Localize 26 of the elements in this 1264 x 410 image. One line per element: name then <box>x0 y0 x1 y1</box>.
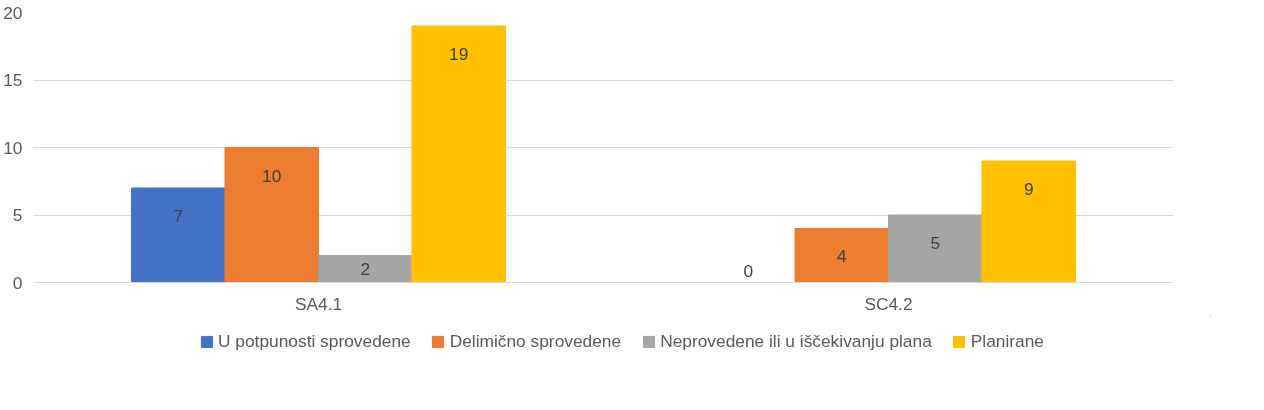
y-tick-label: 15 <box>3 70 23 90</box>
bar <box>794 228 889 283</box>
x-tick-label: SC4.2 <box>864 293 913 314</box>
data-label: 9 <box>1023 179 1034 199</box>
bar <box>224 147 319 283</box>
bar <box>981 160 1076 283</box>
x-tick-label: SA4.1 <box>294 293 343 314</box>
bar <box>888 214 983 283</box>
bar <box>411 25 506 283</box>
legend-label: U potpunosti sprovedene <box>218 330 411 352</box>
data-label: 0 <box>743 260 754 281</box>
y-tick-label: 10 <box>3 137 23 158</box>
data-label: 5 <box>930 233 941 253</box>
y-tick-label: 0 <box>12 272 23 293</box>
y-tick-label: 20 <box>3 2 23 23</box>
data-label: 10 <box>262 165 282 186</box>
data-label: 2 <box>360 259 371 279</box>
bar <box>318 255 413 283</box>
data-label: 4 <box>836 245 847 266</box>
legend-label: Neprovedene ili u iščekivanju plana <box>660 330 932 352</box>
legend-label: Delimično sprovedene <box>449 330 622 352</box>
bar <box>131 187 226 283</box>
data-label: 7 <box>173 206 184 226</box>
legend-label: Planirane <box>970 330 1044 352</box>
data-label: 19 <box>449 44 469 64</box>
y-tick-label: 5 <box>12 205 23 225</box>
